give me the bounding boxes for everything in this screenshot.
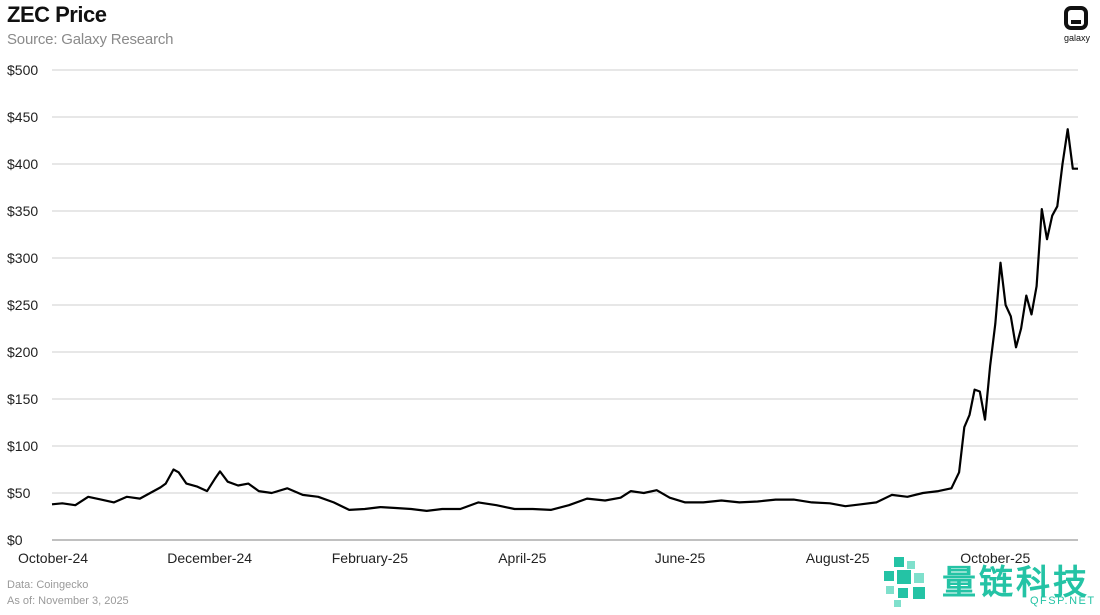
chart-title: ZEC Price [7, 2, 107, 27]
y-tick-label: $200 [7, 344, 38, 360]
y-axis-ticks: $0 $50 $100 $150 $200 $250 $300 $350 $400 $450 $50… [7, 62, 38, 548]
y-tick-label: $350 [7, 203, 38, 219]
x-tick-label: October-25 [960, 550, 1030, 566]
watermark-cn-text: 量链科技 [942, 563, 1090, 603]
galaxy-logo-text: galaxy [1063, 33, 1090, 43]
y-tick-label: $500 [7, 62, 38, 78]
x-tick-label: December-24 [167, 550, 252, 566]
y-tick-label: $300 [7, 250, 38, 266]
galaxy-logo-icon [1064, 6, 1088, 30]
watermark-logo-icon [884, 557, 925, 607]
y-tick-label: $150 [7, 391, 38, 407]
y-tick-label: $100 [7, 438, 38, 454]
y-tick-label: $450 [7, 109, 38, 125]
watermark-en-text: QFSP.NET [1030, 595, 1096, 607]
x-axis-ticks: October-24 December-24 February-25 April-25… [18, 550, 1031, 566]
y-tick-label: $50 [7, 485, 31, 501]
x-tick-label: October-24 [18, 550, 88, 566]
x-tick-label: February-25 [332, 550, 408, 566]
chart-subtitle: Source: Galaxy Research [7, 31, 174, 48]
x-tick-label: April-25 [498, 550, 546, 566]
galaxy-logo: galaxy [1060, 6, 1094, 43]
as-of-date: As of: November 3, 2025 [7, 595, 129, 607]
y-tick-label: $250 [7, 297, 38, 313]
data-source-note: Data: Coingecko [7, 579, 89, 591]
x-tick-label: August-25 [806, 550, 870, 566]
y-tick-label: $0 [7, 532, 23, 548]
price-series-line [51, 128, 1078, 512]
grid-lines [52, 69, 1078, 541]
x-tick-label: June-25 [655, 550, 706, 566]
watermark: 量链科技 QFSP.NET [880, 555, 1098, 611]
y-tick-label: $400 [7, 156, 38, 172]
